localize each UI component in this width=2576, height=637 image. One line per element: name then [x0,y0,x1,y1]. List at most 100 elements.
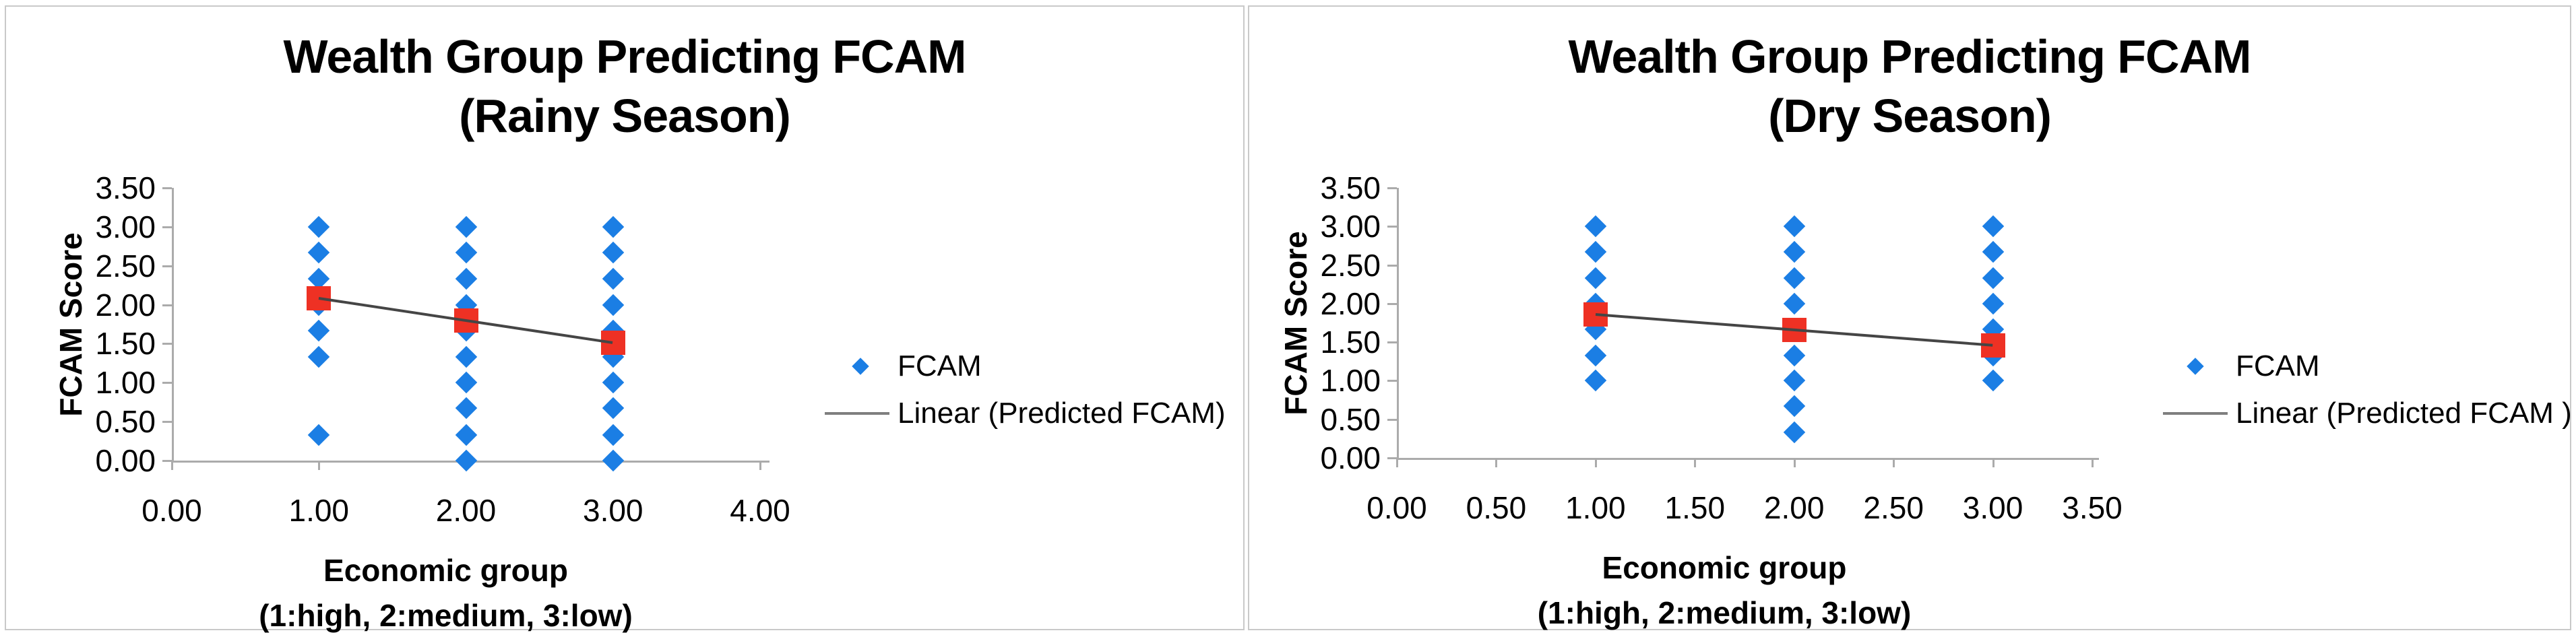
x-axis-title-line2: (1:high, 2:medium, 3:low) [1537,595,1912,630]
x-tick-label: 3.00 [582,493,643,528]
predicted-point [600,331,625,356]
y-tick-mark [162,343,172,345]
x-tick-mark [2092,458,2094,467]
x-tick-label: 3.00 [1962,490,2023,525]
y-tick-mark [1387,341,1397,344]
fcam-point [1783,395,1805,417]
x-tick-label: 2.50 [1863,490,1924,525]
y-tick-mark [1387,187,1397,189]
y-tick-mark [1387,418,1397,421]
fcam-point [307,424,330,446]
legend-fcam-label: FCAM [2236,349,2320,382]
y-tick-mark [162,226,172,228]
fcam-point [1982,215,2004,238]
fcam-point [602,294,625,316]
chart-title-line1: Wealth Group Predicting FCAM [1568,30,2252,83]
fcam-point [455,215,477,238]
y-tick-mark [162,382,172,384]
fcam-point [307,215,330,238]
fcam-point [1584,240,1607,263]
fcam-point [1982,370,2004,392]
fcam-point [602,268,625,290]
y-tick-label: 3.50 [95,170,156,205]
y-tick-label: 0.50 [1320,401,1381,437]
fcam-point [1982,240,2004,263]
legend-linear-label: Linear (Predicted FCAM ) [2236,397,2572,430]
legend-fcam-marker-icon [852,358,869,375]
fcam-point [455,241,477,264]
x-tick-mark [1893,458,1895,467]
fcam-point [602,424,625,446]
y-axis-title: FCAM Score [1278,230,1313,415]
fcam-point [602,449,625,472]
y-tick-mark [1387,457,1397,459]
fcam-point [307,319,330,342]
x-tick-mark [1694,458,1697,467]
fcam-point [307,241,330,264]
fcam-point [307,345,330,368]
y-tick-label: 3.00 [95,209,156,244]
x-axis-line [1397,458,2099,460]
y-tick-label: 1.50 [95,326,156,362]
x-axis-title-line1: Economic group [1602,550,1847,585]
y-tick-mark [162,421,172,424]
fcam-point [602,372,625,394]
chart-title-line2: (Dry Season) [1768,90,2052,142]
fcam-point [1982,292,2004,315]
x-tick-label: 1.50 [1664,490,1726,525]
fcam-point [1783,344,1805,366]
y-tick-label: 3.00 [1320,209,1381,244]
y-tick-label: 0.00 [1320,440,1381,475]
fcam-point [1584,215,1607,238]
y-tick-mark [162,304,172,306]
y-tick-label: 3.50 [1320,170,1381,205]
y-tick-mark [1387,264,1397,267]
x-tick-mark [1594,458,1597,467]
y-tick-label: 2.00 [95,287,156,323]
x-axis-title-line2: (1:high, 2:medium, 3:low) [259,598,633,633]
x-tick-label: 2.00 [1763,490,1825,525]
fcam-point [1783,370,1805,392]
y-tick-label: 2.00 [1320,286,1381,321]
fcam-point [455,449,477,472]
y-tick-label: 0.50 [95,404,156,440]
fcam-point [455,372,477,394]
chart-title-line2: (Rainy Season) [459,90,791,142]
fcam-point [1783,292,1805,315]
x-tick-label: 4.00 [730,493,790,528]
x-tick-label: 3.50 [2062,490,2123,525]
fcam-point [455,345,477,368]
fcam-point [602,215,625,238]
y-tick-mark [1387,380,1397,382]
fcam-point [602,241,625,264]
legend-fcam-marker-icon [2187,358,2204,375]
x-tick-label: 2.00 [435,493,497,528]
y-tick-label: 1.50 [1320,325,1381,360]
x-tick-mark [759,461,761,470]
fcam-point [1783,215,1805,238]
fcam-point [455,397,477,420]
y-tick-label: 1.00 [1320,363,1381,399]
y-tick-mark [1387,226,1397,228]
fcam-point [1584,267,1607,290]
legend-linear-marker-icon [825,412,889,415]
fcam-point [455,424,477,446]
fcam-point [1783,267,1805,290]
x-tick-mark [1793,458,1796,467]
x-tick-label: 0.00 [142,493,202,528]
y-tick-mark [162,460,172,462]
fcam-point [1783,421,1805,444]
fcam-point [1783,240,1805,263]
x-tick-label: 1.00 [1565,490,1626,525]
y-tick-label: 1.00 [95,365,156,401]
y-axis-line [1397,188,1399,458]
y-axis-title: FCAM Score [53,232,88,417]
x-tick-mark [1495,458,1498,467]
y-tick-label: 2.50 [1320,247,1381,283]
chart-title-line1: Wealth Group Predicting FCAM [283,30,967,83]
y-tick-label: 2.50 [95,248,156,283]
fcam-point [1982,267,2004,290]
x-tick-mark [1396,458,1398,467]
x-tick-mark [1992,458,1994,467]
y-tick-mark [162,187,172,189]
